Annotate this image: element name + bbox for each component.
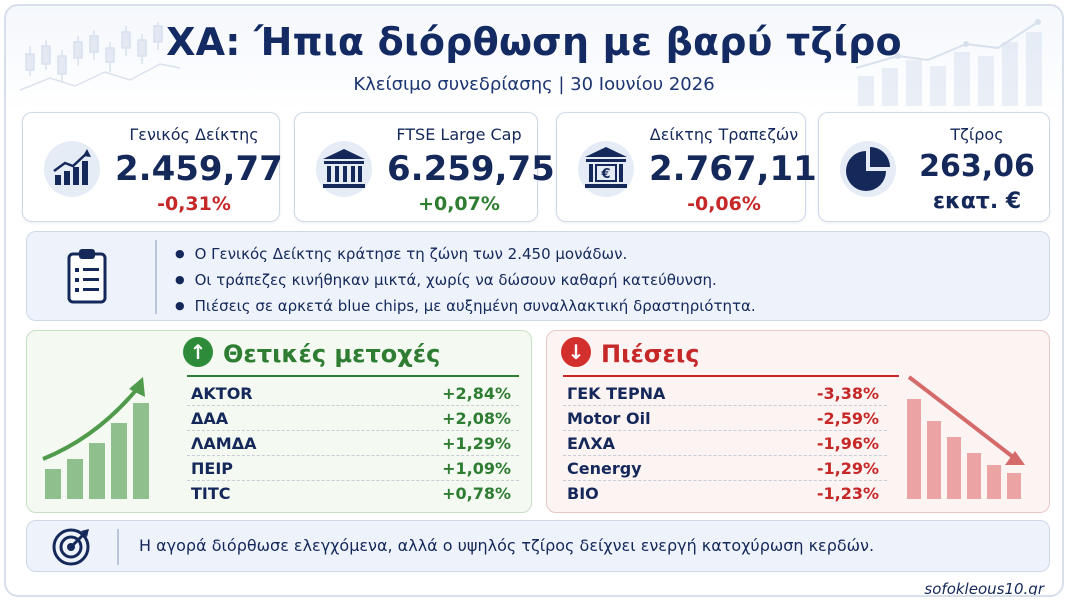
losers-title: Πιέσεις [601, 340, 700, 368]
svg-text:€: € [600, 167, 610, 182]
key-points-box: Ο Γενικός Δείκτης κράτησε τη ζώνη των 2.… [26, 231, 1050, 321]
table-row: TITC +0,78% [187, 481, 519, 506]
card-ftse-large-cap: FTSE Large Cap 6.259,75 +0,07% [294, 112, 555, 222]
euro-bank-icon: € [578, 141, 634, 197]
card-label: Γενικός Δείκτης [129, 125, 259, 144]
card-label: Δείκτης Τραπεζών [649, 125, 799, 144]
table-row: AKTOR +2,84% [187, 381, 519, 406]
conclusion-text: Η αγορά διόρθωσε ελεγχόμενα, αλλά ο υψηλ… [139, 536, 875, 555]
card-change: -0,31% [157, 193, 231, 215]
arrow-up-icon: ↑ [183, 337, 213, 367]
table-row: Cenergy -1,29% [563, 456, 887, 481]
card-banks-index: € Δείκτης Τραπεζών 2.767,11 -0,06% [556, 112, 817, 222]
stock-change: +2,08% [442, 409, 511, 428]
gainers-heading: ↑ Θετικές μετοχές [183, 337, 441, 373]
bank-building-icon [316, 141, 372, 197]
page-title: ΧΑ: Ήπια διόρθωση με βαρύ τζίρο [166, 20, 902, 64]
chart-up-icon [44, 141, 100, 197]
divider [187, 375, 519, 377]
arrow-down-icon: ↓ [561, 337, 591, 367]
stock-name: Cenergy [567, 459, 642, 478]
card-label: FTSE Large Cap [396, 125, 522, 144]
pie-chart-icon [840, 141, 896, 197]
stock-change: +1,29% [442, 434, 511, 453]
stock-change: -3,38% [816, 384, 879, 403]
stock-name: ΠΕΙΡ [191, 459, 233, 478]
rising-bars-icon [42, 377, 149, 499]
card-value: 2.459,77 [115, 149, 283, 189]
stock-name: Motor Oil [567, 409, 651, 428]
stock-name: ΓΕΚ ΤΕΡΝΑ [567, 384, 666, 403]
conclusion-box: Η αγορά διόρθωσε ελεγχόμενα, αλλά ο υψηλ… [26, 520, 1050, 572]
card-unit: εκατ. € [932, 189, 1022, 214]
gainers-panel: ↑ Θετικές μετοχές AKTOR +2,84% ΔΑΑ +2,08% Λ… [26, 330, 532, 513]
stock-name: AKTOR [191, 384, 253, 403]
gainers-title: Θετικές μετοχές [223, 340, 441, 368]
losers-heading: ↓ Πιέσεις [561, 337, 700, 373]
stock-change: -1,96% [816, 434, 879, 453]
source-link[interactable]: sofokleous10.gr [924, 580, 1044, 597]
card-change: -0,06% [687, 193, 761, 215]
bar-chart-decoration-icon [855, 19, 1042, 106]
infographic-frame: ΧΑ: Ήπια διόρθωση με βαρύ τζίρο Κλείσιμο… [4, 4, 1064, 597]
card-general-index: Γενικός Δείκτης 2.459,77 -0,31% [22, 112, 283, 222]
clipboard-icon [67, 249, 107, 304]
table-row: ΛΑΜΔΑ +1,29% [187, 431, 519, 456]
stock-change: +1,09% [442, 459, 511, 478]
stock-name: TITC [191, 484, 231, 503]
card-value: 2.767,11 [649, 149, 817, 189]
stock-name: ΔΑΑ [191, 409, 229, 428]
card-label: Τζίρος [950, 125, 1004, 144]
page-subtitle: Κλείσιμο συνεδρίασης | 30 Ιουνίου 2026 [353, 74, 715, 95]
card-value: 263,06 [919, 149, 1035, 184]
table-row: ΕΛΧΑ -1,96% [563, 431, 887, 456]
falling-bars-icon [907, 375, 1025, 499]
stock-change: +2,84% [442, 384, 511, 403]
stock-name: ΒΙΟ [567, 484, 599, 503]
divider [117, 529, 119, 565]
stock-name: ΛΑΜΔΑ [191, 434, 257, 453]
stock-change: +0,78% [442, 484, 511, 503]
table-row: ΔΑΑ +2,08% [187, 406, 519, 431]
table-row: Motor Oil -2,59% [563, 406, 887, 431]
losers-table: ΓΕΚ ΤΕΡΝΑ -3,38% Motor Oil -2,59% ΕΛΧΑ -1,9… [563, 381, 887, 506]
stock-change: -1,23% [816, 484, 879, 503]
card-turnover: Τζίρος 263,06 εκατ. € [818, 112, 1050, 222]
divider [155, 240, 157, 314]
list-item: Οι τράπεζες κινήθηκαν μικτά, χωρίς να δώ… [175, 268, 756, 294]
card-change: +0,07% [418, 193, 500, 215]
divider [563, 375, 899, 377]
list-item: Πιέσεις σε αρκετά blue chips, με αυξημέν… [175, 294, 756, 320]
table-row: ΓΕΚ ΤΕΡΝΑ -3,38% [563, 381, 887, 406]
card-value: 6.259,75 [387, 149, 555, 189]
table-row: ΠΕΙΡ +1,09% [187, 456, 519, 481]
key-points-list: Ο Γενικός Δείκτης κράτησε τη ζώνη των 2.… [175, 242, 756, 320]
candlestick-decoration-icon [20, 22, 180, 91]
target-icon [52, 528, 90, 566]
losers-panel: ↓ Πιέσεις ΓΕΚ ΤΕΡΝΑ -3,38% Motor Oil -2,59%… [546, 330, 1050, 513]
stock-name: ΕΛΧΑ [567, 434, 616, 453]
gainers-table: AKTOR +2,84% ΔΑΑ +2,08% ΛΑΜΔΑ +1,29% ΠΕΙΡ +1… [187, 381, 519, 506]
stock-change: -1,29% [816, 459, 879, 478]
stock-change: -2,59% [816, 409, 879, 428]
table-row: ΒΙΟ -1,23% [563, 481, 887, 506]
list-item: Ο Γενικός Δείκτης κράτησε τη ζώνη των 2.… [175, 242, 756, 268]
